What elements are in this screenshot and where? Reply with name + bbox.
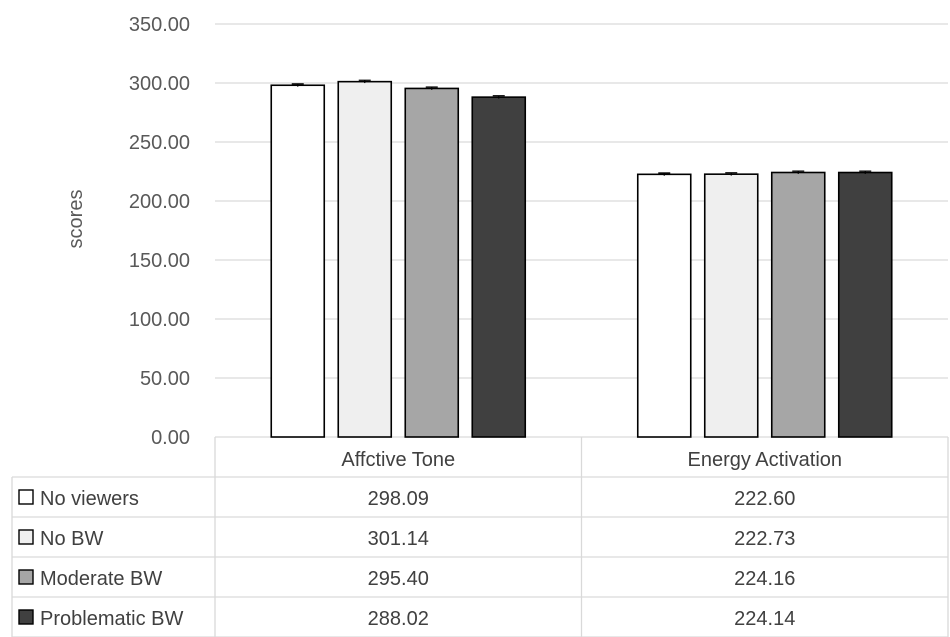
y-tick-label: 50.00 [140, 368, 190, 390]
bar-no-viewers-affctive-tone [270, 84, 326, 438]
bar-moderate-bw-energy-activation [770, 171, 826, 438]
bar-no-bw-affctive-tone [337, 80, 393, 438]
legend-key-no-viewers [18, 489, 34, 505]
legend-key-no-bw [18, 529, 34, 545]
legend-key-moderate-bw [18, 569, 34, 585]
data-table: Affctive Tone Energy Activation No viewers… [11, 437, 949, 637]
y-axis-title: scores [65, 190, 87, 249]
bar-problematic-bw-energy-activation [837, 171, 893, 438]
data-label: 288.02 [368, 608, 429, 630]
y-tick-label: 150.00 [129, 250, 190, 272]
data-label: 222.60 [734, 488, 795, 510]
legend-label: Problematic BW [40, 608, 183, 630]
data-label: 224.14 [734, 608, 795, 630]
bar-no-viewers-energy-activation [636, 173, 692, 438]
data-label: 224.16 [734, 568, 795, 590]
y-axis-tick-labels: 0.00 50.00 100.00 150.00 200.00 250.00 300.00 3… [129, 14, 190, 449]
bar-problematic-bw-affctive-tone [471, 96, 527, 438]
data-label: 222.73 [734, 528, 795, 550]
bar-no-bw-energy-activation [703, 173, 759, 438]
bar-moderate-bw-affctive-tone [404, 87, 460, 438]
gridlines [215, 23, 948, 438]
bars [270, 79, 893, 438]
x-category-label: Energy Activation [687, 449, 842, 471]
data-label: 298.09 [368, 488, 429, 510]
data-label: 295.40 [368, 568, 429, 590]
y-tick-label: 0.00 [151, 427, 190, 449]
y-tick-label: 350.00 [129, 14, 190, 36]
legend-label: Moderate BW [40, 568, 162, 590]
legend-key-problematic-bw [18, 609, 34, 625]
legend-label: No viewers [40, 488, 139, 510]
y-tick-label: 250.00 [129, 132, 190, 154]
y-tick-label: 100.00 [129, 309, 190, 331]
y-tick-label: 200.00 [129, 191, 190, 213]
y-tick-label: 300.00 [129, 73, 190, 95]
x-category-label: Affctive Tone [341, 449, 455, 471]
data-label: 301.14 [368, 528, 429, 550]
legend-label: No BW [40, 528, 103, 550]
